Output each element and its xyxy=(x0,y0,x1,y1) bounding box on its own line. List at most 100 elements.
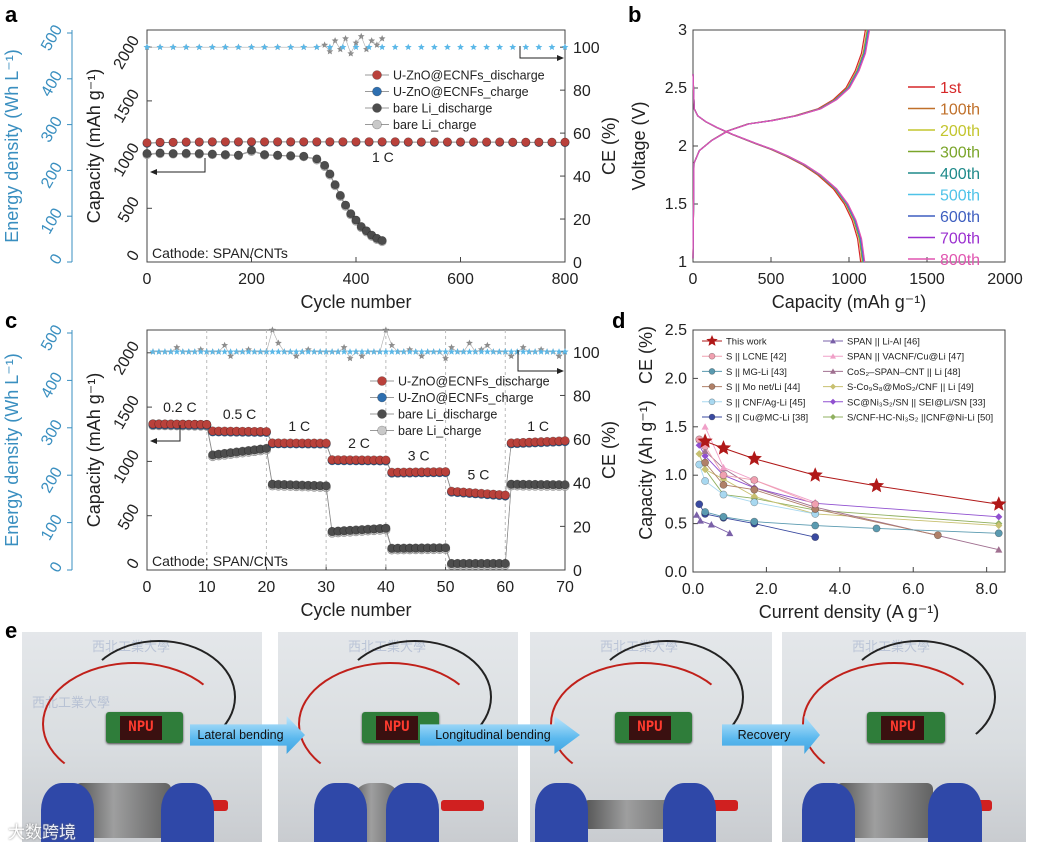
data-point xyxy=(560,137,570,147)
data-point xyxy=(534,137,544,147)
voltage-curve-200th xyxy=(692,29,869,259)
voltage-curve-500th xyxy=(692,29,870,259)
ce-point xyxy=(352,43,360,51)
x-tick-label: 30 xyxy=(317,579,335,596)
y-tick-label: 1.0 xyxy=(665,467,687,484)
y-tick-label: 0.0 xyxy=(665,564,687,581)
ce-point xyxy=(444,43,451,51)
ce-point-bare xyxy=(483,341,491,349)
data-point xyxy=(701,508,710,516)
legend-label: 1st xyxy=(940,80,962,97)
gloved-hand xyxy=(534,783,589,842)
y-tick-label: 1 xyxy=(678,254,687,271)
y-tick-label: 1000 xyxy=(111,447,144,486)
y-axis-title: Capacity (mAh g⁻¹) xyxy=(84,373,104,528)
x-tick-label: 70 xyxy=(556,579,574,596)
x-axis-title: Cycle number xyxy=(300,292,411,312)
data-point xyxy=(155,137,165,147)
legend-label: S || CNF/Ag-Li [45] xyxy=(726,397,805,408)
ce-point-u-zno xyxy=(185,348,193,355)
legend-marker xyxy=(708,413,716,421)
legend-label: bare Li_charge xyxy=(393,118,476,132)
ce-point xyxy=(431,43,438,51)
ce-point xyxy=(470,43,477,51)
ce-point-u-zno xyxy=(442,348,449,355)
y-axis-title: Voltage (V) xyxy=(629,101,649,190)
data-point xyxy=(207,137,217,147)
legend-label: S || Mo net/Li [44] xyxy=(726,382,800,393)
data-point xyxy=(933,531,942,540)
led-display: NPU xyxy=(881,715,925,740)
y2-tick-label: 100 xyxy=(573,40,600,57)
y-tick-label: 1500 xyxy=(111,87,144,126)
y2-tick-label: 40 xyxy=(573,169,591,186)
cathode-label: Cathode: SPAN/CNTs xyxy=(152,245,288,261)
data-point xyxy=(521,137,531,147)
energy-tick-label: 200 xyxy=(38,160,66,192)
ce-point-u-zno xyxy=(197,348,205,355)
data-point xyxy=(273,150,283,160)
gloved-hand xyxy=(386,783,439,842)
gloved-hand xyxy=(41,783,94,842)
data-point xyxy=(695,500,704,509)
y2-tick-label: 60 xyxy=(573,432,591,449)
ce-point-u-zno xyxy=(382,348,390,355)
y-axis-title: Capacity (Ah g⁻¹) xyxy=(636,400,656,540)
data-point xyxy=(719,512,728,521)
data-point xyxy=(701,452,709,460)
ce-point-u-zno xyxy=(239,348,246,355)
led-board: NPU xyxy=(106,711,183,744)
legend-marker xyxy=(830,338,836,344)
x-tick-label: 600 xyxy=(447,271,474,288)
data-point xyxy=(321,438,331,448)
y-tick-label: 2000 xyxy=(111,33,144,72)
data-point xyxy=(321,481,331,491)
data-point xyxy=(341,200,351,210)
data-point xyxy=(168,137,178,147)
data-point xyxy=(500,490,510,500)
data-point xyxy=(381,455,391,465)
ce-point xyxy=(535,43,543,51)
data-point xyxy=(707,520,715,528)
ce-point-u-zno xyxy=(525,348,533,355)
data-point xyxy=(995,546,1003,553)
data-point xyxy=(247,145,257,155)
ce-point xyxy=(365,43,373,51)
energy-axis-title: Energy density (Wh L⁻¹) xyxy=(2,353,22,547)
black-wire xyxy=(842,640,996,754)
voltage-curve-400th xyxy=(692,74,864,263)
legend-label: S || Cu@MC-Li [38] xyxy=(726,413,808,424)
ce-point-u-zno xyxy=(454,348,461,355)
y2-tick-label: 0 xyxy=(573,255,582,272)
ce-point xyxy=(339,43,347,51)
energy-tick-label: 300 xyxy=(38,114,66,146)
ce-point xyxy=(300,43,308,51)
x-tick-label: 0 xyxy=(689,271,698,288)
data-point xyxy=(429,137,439,147)
legend-marker xyxy=(830,414,836,420)
ce-point-u-zno xyxy=(221,348,229,355)
panel-label-a: a xyxy=(5,2,18,27)
legend-marker xyxy=(377,392,387,403)
legend-marker xyxy=(372,86,382,97)
legend-label: 600th xyxy=(940,209,980,226)
voltage-curve-700th xyxy=(692,29,870,259)
x-tick-label: 400 xyxy=(343,271,370,288)
data-point xyxy=(811,533,820,542)
ce-line xyxy=(379,329,387,352)
plot-frame xyxy=(692,329,1006,573)
data-point xyxy=(872,524,881,533)
ce-point-u-zno xyxy=(466,348,473,355)
legend-label: 100th xyxy=(940,102,980,119)
y-axis-title: Capacity (mAh g⁻¹) xyxy=(84,69,104,224)
data-point xyxy=(695,441,703,449)
legend-label: SC@Ni₃S₂/SN || SEI@Li/SN [33] xyxy=(847,397,985,408)
ce-line xyxy=(266,329,273,352)
rate-label: 5 C xyxy=(468,466,490,482)
voltage-curve-600th xyxy=(692,74,865,263)
y-tick-label: 2.0 xyxy=(665,370,687,387)
data-point xyxy=(811,500,820,509)
voltage-curve-100th xyxy=(692,74,863,263)
ce-line xyxy=(469,342,476,352)
legend-label: This work xyxy=(726,337,767,348)
